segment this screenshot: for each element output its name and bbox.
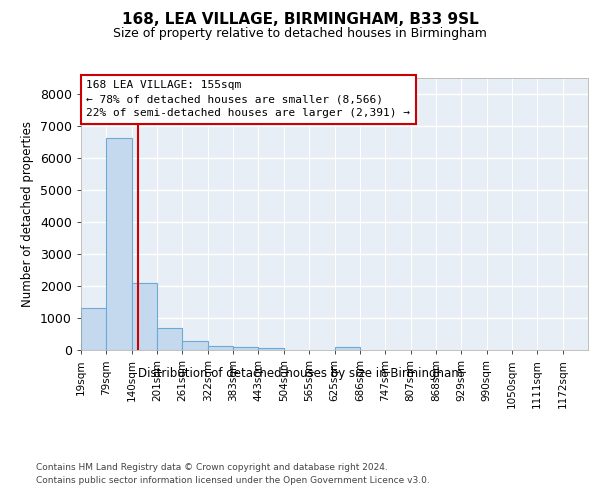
- Bar: [259, 348, 284, 350]
- Text: 168, LEA VILLAGE, BIRMINGHAM, B33 9SL: 168, LEA VILLAGE, BIRMINGHAM, B33 9SL: [122, 12, 478, 28]
- Bar: [233, 348, 259, 350]
- Bar: [132, 284, 157, 350]
- Y-axis label: Number of detached properties: Number of detached properties: [22, 120, 34, 306]
- Text: Contains public sector information licensed under the Open Government Licence v3: Contains public sector information licen…: [36, 476, 430, 485]
- Text: Distribution of detached houses by size in Birmingham: Distribution of detached houses by size …: [137, 368, 463, 380]
- Bar: [335, 348, 360, 350]
- Bar: [157, 328, 182, 350]
- Text: Size of property relative to detached houses in Birmingham: Size of property relative to detached ho…: [113, 28, 487, 40]
- Bar: [208, 346, 233, 350]
- Text: 168 LEA VILLAGE: 155sqm
← 78% of detached houses are smaller (8,566)
22% of semi: 168 LEA VILLAGE: 155sqm ← 78% of detache…: [86, 80, 410, 118]
- Bar: [182, 340, 208, 350]
- Bar: [81, 308, 106, 350]
- Text: Contains HM Land Registry data © Crown copyright and database right 2024.: Contains HM Land Registry data © Crown c…: [36, 462, 388, 471]
- Bar: [106, 138, 132, 350]
